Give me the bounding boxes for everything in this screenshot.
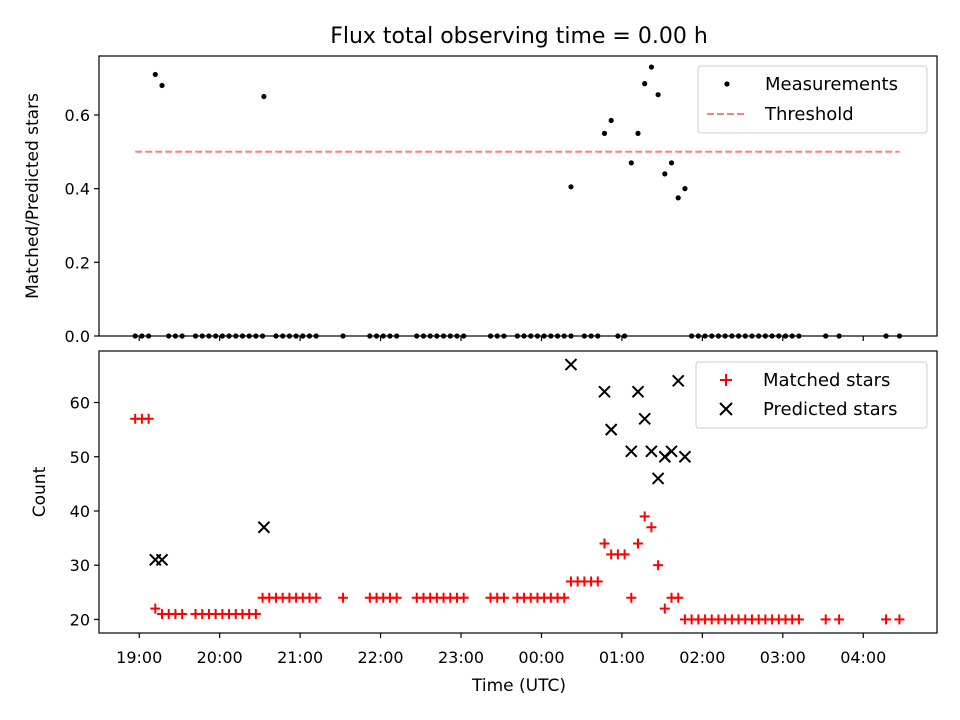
legend-threshold-label: Threshold: [764, 104, 854, 125]
matched-star-point: [498, 592, 509, 603]
matched-star-point: [633, 538, 644, 549]
matched-star-point: [653, 560, 664, 571]
matched-star-point: [143, 413, 154, 424]
top-y-axis-label: Matched/Predicted stars: [23, 93, 43, 299]
bottom-plot-marks: [130, 358, 905, 625]
bottom-legend-frame: [695, 361, 928, 429]
x-tick-label: 01:00: [599, 648, 645, 667]
x-tick-label: 00:00: [518, 648, 564, 667]
measurement-point: [152, 71, 158, 78]
y-tick-label: 30: [70, 556, 90, 575]
measurement-point: [662, 171, 668, 177]
y-tick-label: 0.0: [65, 327, 90, 346]
y-tick-label: 0.4: [65, 180, 90, 199]
matched-star-point: [599, 538, 610, 549]
predicted-star-point: [672, 374, 685, 388]
top-y-ticks: 0.0 0.2 0.4 0.6: [65, 106, 99, 346]
legend-matched-label: Matched stars: [763, 370, 890, 391]
matched-star-point: [881, 614, 892, 625]
bottom-x-ticks: 19:00 20:00 21:00 22:00 23:00 00:00 01:00 02:00…: [116, 633, 886, 667]
predicted-star-point: [598, 385, 611, 398]
measurement-point: [159, 82, 165, 89]
matched-star-point: [559, 592, 570, 603]
bottom-axes-frame: [98, 350, 938, 634]
predicted-star-point: [665, 445, 678, 458]
top-x-ticks: [138, 336, 864, 341]
y-tick-label: 40: [70, 502, 90, 521]
measurement-point: [261, 93, 267, 100]
matched-star-point: [391, 592, 402, 603]
matched-star-point: [673, 592, 684, 603]
matched-star-point: [177, 609, 188, 620]
matched-star-point: [793, 614, 804, 625]
measurement-point: [682, 186, 688, 192]
x-tick-label: 22:00: [358, 648, 404, 667]
legend-predicted-marker: [719, 402, 733, 416]
top-axes-frame: [98, 55, 938, 337]
matched-star-point: [311, 592, 322, 603]
x-tick-label: 20:00: [197, 648, 243, 667]
matched-star-point: [639, 511, 650, 522]
matched-star-point: [592, 576, 603, 587]
bottom-panel: 20 30 40 50 60 19:00 20:00 21:00 22:00 23:00 00:0…: [30, 350, 938, 696]
predicted-star-point: [604, 423, 618, 436]
matched-star-point: [820, 614, 831, 625]
measurement-point: [608, 117, 614, 124]
legend-measurements-marker: [724, 81, 730, 87]
predicted-star-point: [651, 472, 665, 485]
y-tick-label: 0.2: [65, 253, 90, 272]
measurement-point: [628, 160, 634, 166]
bottom-y-axis-label: Count: [30, 466, 50, 517]
x-tick-label: 04:00: [840, 648, 886, 667]
x-tick-label: 03:00: [760, 648, 806, 667]
x-tick-label: 19:00: [116, 648, 162, 667]
top-legend-frame: [697, 65, 928, 134]
matched-star-point: [659, 603, 670, 614]
x-tick-label: 02:00: [679, 648, 725, 667]
measurement-point: [568, 184, 574, 190]
matched-star-point: [150, 603, 161, 614]
y-tick-label: 20: [70, 610, 90, 629]
predicted-star-point: [625, 445, 638, 458]
matched-star-point: [834, 614, 845, 625]
measurement-point: [635, 130, 641, 136]
x-axis-label: Time (UTC): [471, 676, 566, 696]
predicted-star-point: [257, 521, 271, 534]
legend-predicted-label: Predicted stars: [763, 399, 897, 420]
matched-star-point: [619, 549, 630, 560]
y-tick-label: 60: [70, 394, 90, 413]
predicted-star-point: [155, 553, 169, 566]
legend-matched-marker: [720, 374, 732, 386]
predicted-star-point: [631, 385, 645, 398]
predicted-star-point: [678, 450, 692, 463]
predicted-star-point: [645, 445, 658, 458]
chart-title: Flux total observing time = 0.00 h: [330, 24, 708, 49]
measurement-point: [655, 92, 661, 98]
y-tick-label: 0.6: [65, 106, 90, 125]
measurement-point: [675, 195, 681, 201]
matched-star-point: [338, 592, 349, 603]
measurement-point: [601, 130, 608, 136]
y-tick-label: 50: [70, 448, 90, 467]
matched-star-point: [646, 522, 657, 533]
top-panel: 0.0 0.2 0.4 0.6 Matched/Predicted stars Mea…: [23, 55, 938, 346]
measurement-point: [648, 64, 655, 70]
legend-measurements-label: Measurements: [765, 74, 898, 95]
predicted-star-point: [638, 412, 651, 425]
matched-star-point: [250, 609, 261, 620]
x-tick-label: 21:00: [277, 648, 323, 667]
measurement-point: [642, 81, 648, 87]
bottom-legend: Matched stars Predicted stars: [695, 361, 928, 429]
matched-star-point: [626, 592, 637, 603]
bottom-y-ticks: 20 30 40 50 60: [70, 394, 99, 629]
measurement-point: [668, 160, 675, 166]
predicted-star-point: [564, 358, 578, 371]
matched-star-point: [894, 614, 905, 625]
top-legend: Measurements Threshold: [697, 65, 928, 134]
x-tick-label: 23:00: [438, 648, 484, 667]
matched-star-point: [458, 592, 469, 603]
